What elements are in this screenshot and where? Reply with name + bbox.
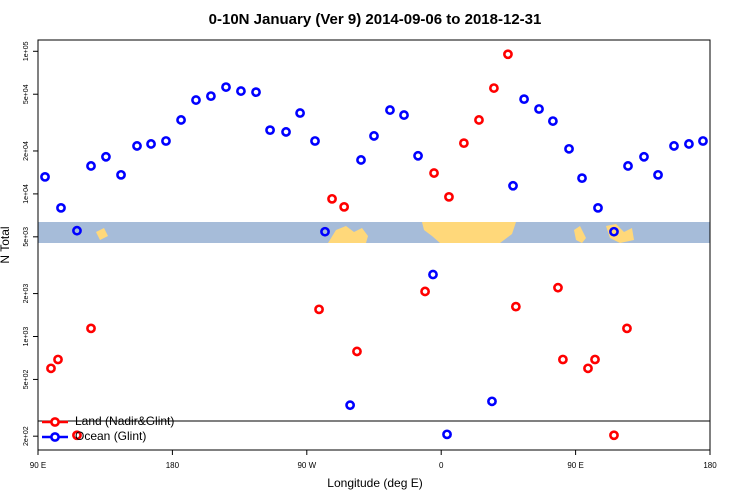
point <box>251 87 261 98</box>
point <box>327 193 337 204</box>
y-tick-label: 5e+03 <box>23 227 30 247</box>
point <box>369 131 379 141</box>
land-shape <box>328 226 368 243</box>
legend-marker <box>50 432 60 442</box>
point <box>86 161 96 171</box>
point <box>553 282 563 293</box>
point <box>583 363 593 374</box>
point <box>609 430 619 441</box>
point <box>564 143 574 154</box>
point <box>339 201 350 212</box>
y-tick-label: 1e+05 <box>23 41 30 61</box>
y-tick-label: 2e+04 <box>23 141 30 161</box>
legend-marker <box>50 417 60 427</box>
plot-frame <box>37 39 711 451</box>
point <box>281 127 291 137</box>
point <box>385 105 395 115</box>
point <box>653 169 663 180</box>
point <box>684 139 694 149</box>
x-tick-label: 90 W <box>297 461 316 470</box>
point <box>72 225 82 236</box>
point <box>86 323 96 334</box>
x-tick-label: 180 <box>166 461 180 470</box>
point <box>56 202 66 213</box>
legend-label: Land (Nadir&Glint) <box>75 414 174 428</box>
point <box>236 86 246 96</box>
y-tick-label: 2e+03 <box>23 284 30 304</box>
point <box>622 323 632 334</box>
point <box>489 83 499 93</box>
x-tick-label: 90 E <box>30 461 46 470</box>
point <box>221 82 231 92</box>
point <box>53 354 63 365</box>
point <box>420 286 430 297</box>
point <box>176 115 186 125</box>
point <box>609 226 619 237</box>
point <box>132 141 142 151</box>
point <box>72 430 82 441</box>
point <box>310 136 320 146</box>
point <box>487 396 497 407</box>
point <box>191 95 201 105</box>
chart-title: 0-10N January (Ver 9) 2014-09-06 to 2018… <box>209 11 542 28</box>
point <box>474 115 484 125</box>
point <box>503 49 513 60</box>
point <box>146 139 156 149</box>
legend-label: Ocean (Glint) <box>75 429 146 443</box>
x-tick-label: 90 E <box>567 461 583 470</box>
point <box>356 155 366 165</box>
point <box>295 108 305 118</box>
land-shape <box>96 228 108 240</box>
point <box>320 226 330 237</box>
land-shape <box>574 226 586 243</box>
point <box>558 354 568 365</box>
point <box>345 400 356 411</box>
point <box>429 168 439 178</box>
point <box>577 173 587 184</box>
y-tick-label: 1e+03 <box>23 327 30 347</box>
point <box>352 346 362 357</box>
point <box>534 104 544 114</box>
point <box>116 169 126 180</box>
ocean-strip <box>38 222 710 243</box>
point <box>444 191 454 202</box>
point <box>40 171 50 182</box>
point <box>413 150 423 161</box>
point <box>590 354 600 365</box>
y-axis-label: N Total <box>0 226 12 263</box>
point <box>508 180 518 191</box>
point <box>428 269 438 280</box>
point <box>314 304 324 315</box>
x-tick-label: 180 <box>703 461 717 470</box>
point <box>548 116 558 126</box>
point <box>161 136 171 146</box>
point <box>442 429 452 440</box>
point <box>698 136 708 146</box>
point <box>669 141 679 151</box>
point <box>46 363 56 374</box>
y-tick-label: 2e+02 <box>23 426 30 446</box>
x-axis-label: Longitude (deg E) <box>327 476 422 490</box>
point <box>519 94 529 105</box>
point <box>206 91 216 102</box>
point <box>639 151 649 162</box>
point <box>265 125 275 136</box>
point <box>510 301 521 312</box>
land-shape <box>422 222 516 243</box>
point <box>101 151 111 162</box>
y-tick-label: 1e+04 <box>23 184 30 204</box>
y-tick-label: 5e+04 <box>23 84 30 104</box>
point <box>623 161 633 171</box>
point <box>593 202 603 213</box>
map-strip <box>38 222 710 243</box>
point <box>399 110 409 120</box>
y-tick-label: 5e+02 <box>23 370 30 390</box>
point <box>458 138 469 149</box>
x-tick-label: 0 <box>439 461 444 470</box>
